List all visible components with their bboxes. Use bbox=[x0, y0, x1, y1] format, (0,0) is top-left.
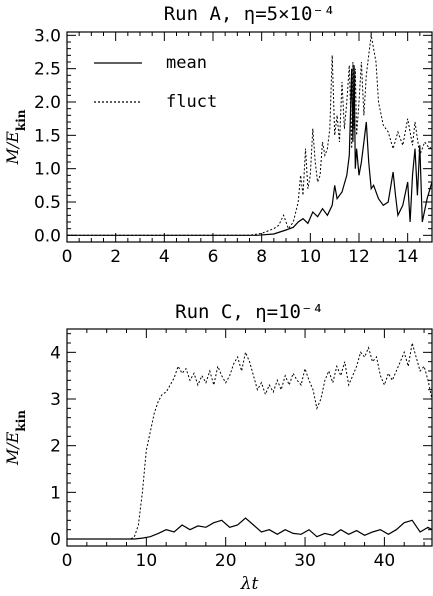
x-tick-label-1: 10 bbox=[136, 551, 158, 571]
y-tick-label-1: 2 bbox=[50, 437, 61, 457]
y-tick-label-0: 1.5 bbox=[34, 126, 61, 146]
y-tick-label-0: 0.5 bbox=[34, 193, 61, 213]
x-tick-label-1: 30 bbox=[294, 551, 316, 571]
x-tick-label-0: 10 bbox=[300, 247, 322, 267]
y-tick-label-0: 1.0 bbox=[34, 160, 61, 180]
chart-title-0: Run A, η=5×10⁻⁴ bbox=[164, 3, 336, 25]
series-mean-line-0 bbox=[67, 65, 432, 236]
y-tick-label-0: 2.5 bbox=[34, 60, 61, 80]
x-tick-label-0: 0 bbox=[62, 247, 73, 267]
y-tick-label-1: 1 bbox=[50, 483, 61, 503]
y-tick-label-1: 0 bbox=[50, 530, 61, 550]
x-tick-label-0: 14 bbox=[397, 247, 419, 267]
legend-label-fluct: fluct bbox=[166, 92, 217, 112]
x-tick-label-0: 6 bbox=[208, 247, 219, 267]
y-tick-label-0: 3.0 bbox=[34, 26, 61, 46]
x-tick-label-0: 12 bbox=[348, 247, 370, 267]
series-fluct-line-0 bbox=[67, 35, 432, 236]
y-axis-label-1: M/Ekin bbox=[3, 410, 28, 466]
x-tick-label-1: 40 bbox=[374, 551, 396, 571]
y-tick-label-1: 4 bbox=[50, 343, 61, 363]
y-tick-label-1: 3 bbox=[50, 390, 61, 410]
plot-frame-1 bbox=[66, 328, 433, 547]
legend-label-mean: mean bbox=[166, 53, 207, 73]
series-mean-line-1 bbox=[67, 517, 432, 540]
x-tick-label-0: 2 bbox=[110, 247, 121, 267]
x-tick-label-0: 8 bbox=[256, 247, 267, 267]
x-tick-label-0: 4 bbox=[159, 247, 170, 267]
x-tick-label-1: 0 bbox=[62, 551, 73, 571]
y-tick-label-0: 0.0 bbox=[34, 226, 61, 246]
y-tick-label-0: 2.0 bbox=[34, 93, 61, 113]
series-fluct-line-1 bbox=[67, 342, 432, 540]
x-axis-label-1: λt bbox=[240, 574, 259, 592]
y-axis-label-0: M/Ekin bbox=[3, 109, 28, 165]
x-tick-label-1: 20 bbox=[215, 551, 237, 571]
chart-title-1: Run C, η=10⁻⁴ bbox=[175, 301, 324, 323]
